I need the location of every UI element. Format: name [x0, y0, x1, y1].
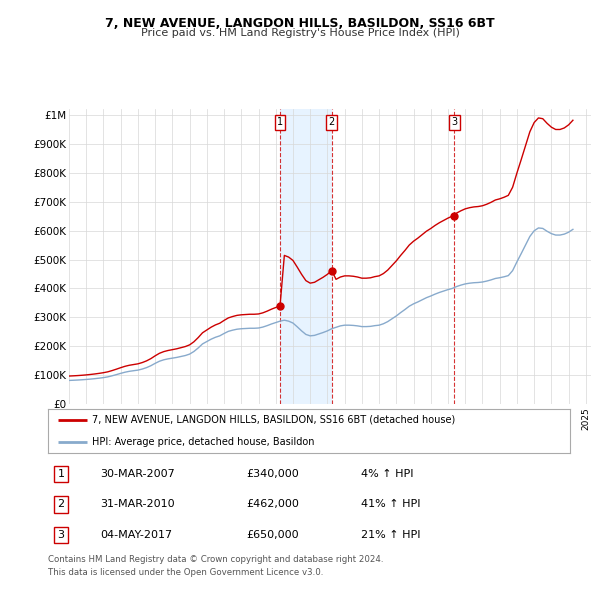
- Text: HPI: Average price, detached house, Basildon: HPI: Average price, detached house, Basi…: [92, 437, 315, 447]
- Text: Contains HM Land Registry data © Crown copyright and database right 2024.: Contains HM Land Registry data © Crown c…: [48, 555, 383, 563]
- Bar: [280, 109, 332, 404]
- Text: 1: 1: [58, 469, 65, 479]
- Text: £340,000: £340,000: [247, 469, 299, 479]
- Text: 41% ↑ HPI: 41% ↑ HPI: [361, 500, 421, 509]
- Text: 2: 2: [329, 117, 335, 127]
- Text: 21% ↑ HPI: 21% ↑ HPI: [361, 530, 421, 540]
- Text: This data is licensed under the Open Government Licence v3.0.: This data is licensed under the Open Gov…: [48, 568, 323, 576]
- Text: 3: 3: [451, 117, 457, 127]
- Text: £650,000: £650,000: [247, 530, 299, 540]
- Text: 30-MAR-2007: 30-MAR-2007: [100, 469, 175, 479]
- Text: 31-MAR-2010: 31-MAR-2010: [100, 500, 175, 509]
- Text: 4% ↑ HPI: 4% ↑ HPI: [361, 469, 414, 479]
- Text: Price paid vs. HM Land Registry's House Price Index (HPI): Price paid vs. HM Land Registry's House …: [140, 28, 460, 38]
- Text: £462,000: £462,000: [247, 500, 299, 509]
- Text: 04-MAY-2017: 04-MAY-2017: [100, 530, 172, 540]
- Text: 1: 1: [277, 117, 283, 127]
- Text: 7, NEW AVENUE, LANGDON HILLS, BASILDON, SS16 6BT: 7, NEW AVENUE, LANGDON HILLS, BASILDON, …: [105, 17, 495, 30]
- Text: 7, NEW AVENUE, LANGDON HILLS, BASILDON, SS16 6BT (detached house): 7, NEW AVENUE, LANGDON HILLS, BASILDON, …: [92, 415, 455, 425]
- Text: 3: 3: [58, 530, 65, 540]
- Text: 2: 2: [58, 500, 65, 509]
